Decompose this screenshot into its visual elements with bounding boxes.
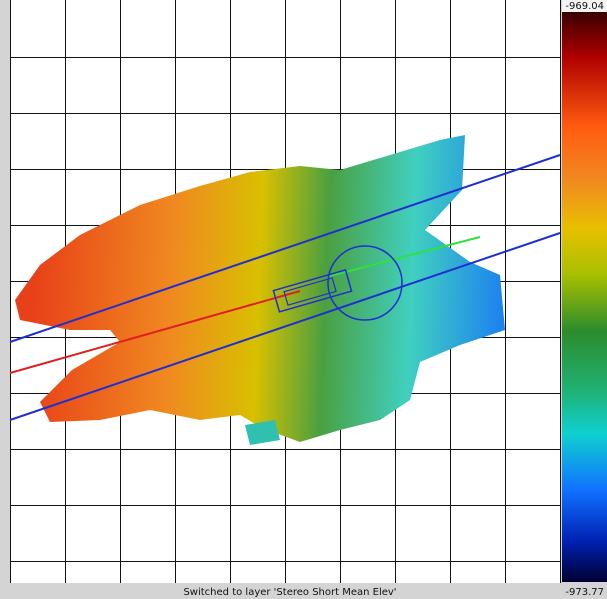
colorbar-min: -973.77 [565,587,604,598]
layer-view: -969.04 Switched to layer 'Stereo Short … [0,0,607,599]
colorbar-max: -969.04 [565,1,604,12]
page: Elevation layer view {"colorbar": {"max_… [0,0,607,599]
body: -969.04 Switched to layer 'Stereo Short … [0,0,607,599]
status-message: Switched to layer 'Stereo Short Mean Ele… [183,587,396,598]
colorbar [562,12,607,582]
